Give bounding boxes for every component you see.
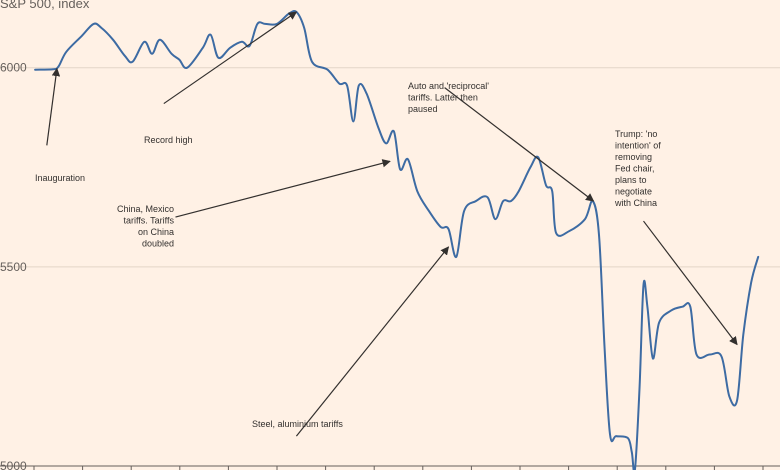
annotation-arrow: [46, 67, 61, 146]
annotation: Trump: 'no intention' of removing Fed chair…: [614, 129, 738, 346]
annotation-line: Steel, aluminium tariffs: [252, 419, 343, 429]
annotation-label: China, Mexico tariffs. Tariffs on China dou…: [117, 204, 175, 249]
annotation-arrow: [444, 87, 595, 202]
gridlines: [0, 67, 780, 467]
annotation-line: intention' of: [615, 141, 661, 151]
annotation-line: plans to: [615, 175, 647, 185]
annotation-line: tariffs. Tariffs: [123, 216, 174, 226]
annotation-label: Record high: [144, 135, 193, 145]
annotation-line: Record high: [144, 135, 193, 145]
annotation-line: tariffs. Latter then: [408, 93, 478, 103]
annotation-arrow: [643, 220, 738, 346]
annotation-line: on China: [138, 227, 174, 237]
annotation-label: Auto and 'reciprocal' tariffs. Latter the…: [408, 81, 489, 114]
annotations: Inauguration Record high China, Mexico tari…: [35, 11, 738, 437]
annotation-line: Auto and 'reciprocal': [408, 81, 489, 91]
annotation-arrow: [175, 159, 391, 218]
annotation-line: Inauguration: [35, 173, 85, 183]
y-tick-label: 6000: [0, 61, 27, 75]
annotation: Inauguration: [35, 67, 85, 183]
annotation-arrow: [163, 11, 298, 105]
annotation-label: Inauguration: [35, 173, 85, 183]
annotation: China, Mexico tariffs. Tariffs on China dou…: [117, 159, 391, 249]
y-tick-labels: 5000 5500 6000: [0, 61, 27, 470]
annotation-line: negotiate: [615, 187, 652, 197]
sp500-series-line: [34, 9, 760, 470]
x-axis: [0, 465, 780, 470]
annotation: Steel, aluminium tariffs: [252, 246, 450, 437]
annotation-line: China, Mexico: [117, 204, 174, 214]
annotation-line: removing: [615, 152, 652, 162]
annotation-line: with China: [614, 198, 657, 208]
annotation-label: Trump: 'no intention' of removing Fed chair…: [614, 129, 661, 208]
annotation-label: Steel, aluminium tariffs: [252, 419, 343, 429]
annotation: Auto and 'reciprocal' tariffs. Latter the…: [408, 81, 595, 202]
annotation-line: paused: [408, 104, 438, 114]
annotation-line: Trump: 'no: [615, 129, 657, 139]
y-tick-label: 5500: [0, 260, 27, 274]
annotation: Record high: [144, 11, 298, 145]
y-tick-label: 5000: [0, 459, 27, 470]
annotation-arrow: [295, 246, 450, 437]
annotation-line: Fed chair,: [615, 164, 655, 174]
annotation-line: doubled: [142, 239, 174, 249]
chart-title: S&P 500, index: [0, 0, 90, 11]
